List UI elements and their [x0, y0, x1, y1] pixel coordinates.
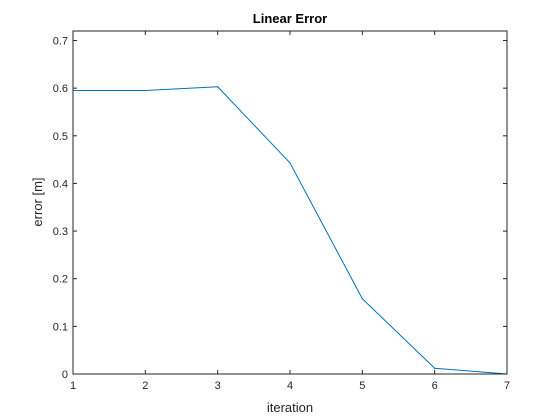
y-tick-label: 0.1	[53, 321, 68, 333]
x-tick-label: 2	[142, 380, 148, 392]
plot-area	[73, 31, 507, 374]
y-tick-label: 0	[62, 369, 68, 381]
x-tick-label: 4	[287, 380, 293, 392]
x-tick-label: 6	[432, 380, 438, 392]
axes-box	[72, 30, 508, 375]
data-point	[217, 86, 219, 88]
y-axis-label: error [m]	[30, 177, 45, 226]
data-point	[361, 298, 363, 300]
x-tick-label: 7	[504, 380, 510, 392]
x-tick-label: 3	[215, 380, 221, 392]
y-tick-label: 0.3	[53, 226, 68, 238]
y-tick-label: 0.7	[53, 36, 68, 48]
y-tick-label: 0.5	[53, 131, 68, 143]
y-tick-label: 0.2	[53, 274, 68, 286]
tick-labels-layer: 1 2 3 4 5 6 7 0 0.1 0.2 0.3 0.4 0.5 0.6 0.7	[53, 36, 510, 392]
y-tick-label: 0.4	[53, 178, 68, 190]
data-point	[289, 162, 291, 164]
y-tick-label: 0.6	[53, 83, 68, 95]
x-tick-label: 5	[359, 380, 365, 392]
x-axis-label: iteration	[267, 400, 313, 415]
data-point	[144, 89, 146, 92]
chart-title: Linear Error	[253, 11, 327, 26]
data-point	[434, 367, 436, 369]
x-tick-label: 1	[70, 380, 76, 392]
